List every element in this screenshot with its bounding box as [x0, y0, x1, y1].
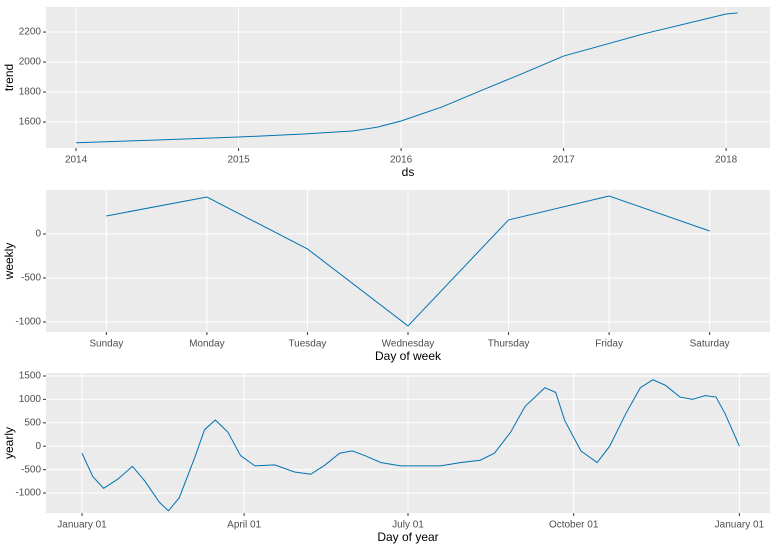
y-tick-label: 0 [35, 229, 41, 240]
x-tick-label: Wednesday [382, 339, 435, 350]
x-tick-label: January 01 [57, 520, 107, 531]
x-tick-label: 2015 [227, 155, 250, 166]
y-tick-label: 500 [24, 417, 41, 428]
x-tick-label: 2014 [65, 155, 88, 166]
x-axis-title: ds [402, 165, 415, 179]
x-tick-label: Saturday [690, 339, 730, 350]
x-axis-title: Day of year [377, 530, 438, 544]
x-tick-label: Thursday [488, 339, 530, 350]
line-series [106, 195, 710, 327]
y-tick-label: 2200 [19, 27, 42, 38]
x-tick-label: July 01 [392, 520, 424, 531]
y-tick-label: 2000 [19, 57, 42, 68]
line-series [76, 12, 738, 144]
x-tick-label: Tuesday [288, 339, 326, 350]
y-tick-label: -1000 [15, 488, 41, 499]
x-tick-label: 2018 [715, 155, 738, 166]
x-tick-label: Monday [189, 339, 225, 350]
y-axis-title: trend [2, 64, 16, 91]
y-axis-title: weekly [2, 243, 16, 281]
x-tick-label: 2016 [390, 155, 413, 166]
x-tick-label: October 01 [549, 520, 599, 531]
y-tick-label: 1800 [19, 87, 42, 98]
y-tick-label: -1000 [15, 317, 41, 328]
y-tick-label: 0 [35, 441, 41, 452]
x-tick-label: 2017 [552, 155, 575, 166]
y-tick-label: -500 [21, 273, 41, 284]
y-tick-label: 1500 [19, 371, 42, 382]
x-axis-title: Day of week [375, 349, 442, 363]
x-tick-label: January 01 [715, 520, 765, 531]
x-tick-label: Sunday [89, 339, 123, 350]
x-tick-label: April 01 [227, 520, 261, 531]
panel-background [46, 7, 770, 148]
y-tick-label: 1000 [19, 394, 42, 405]
line-series [81, 379, 740, 512]
y-tick-label: 1600 [19, 117, 42, 128]
y-axis-title: yearly [2, 427, 16, 459]
y-tick-label: -500 [21, 464, 41, 475]
x-tick-label: Friday [595, 339, 623, 350]
